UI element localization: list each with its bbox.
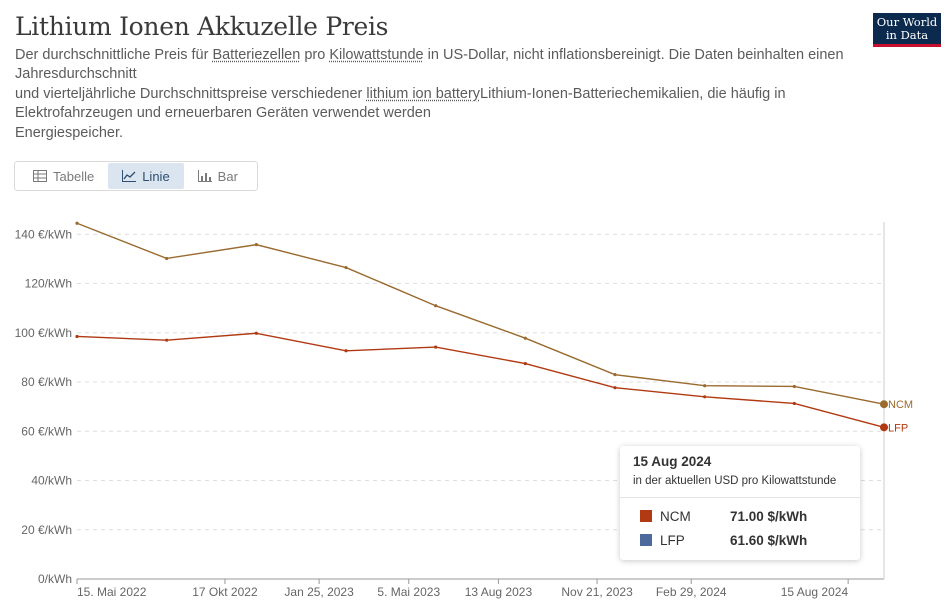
data-point-ncm[interactable] [75, 221, 79, 225]
series-end-label-lfp: LFP [888, 422, 908, 434]
y-tick-label: 40/kWh [31, 474, 72, 488]
tooltip-row-lfp: LFP 61.60 $/kWh [640, 532, 807, 548]
data-point-lfp[interactable] [792, 401, 796, 406]
tooltip-series-name: LFP [660, 532, 685, 548]
tab-line-label: Linie [142, 168, 170, 184]
x-tick-label: Feb 29, 2024 [656, 585, 727, 599]
data-point-lfp[interactable] [165, 338, 169, 342]
tab-table[interactable]: Tabelle [19, 163, 108, 189]
chart-title: Lithium Ionen Akkuzelle Preis [15, 12, 389, 41]
y-tick-label: 0/kWh [38, 572, 72, 586]
x-tick-label: 5. Mai 2023 [377, 585, 440, 599]
tooltip-row-ncm: NCM 71.00 $/kWh [640, 508, 807, 524]
y-tick-label: 140 €/kWh [15, 227, 72, 241]
subtitle-text: in US-Dollar, nicht inflationsbereinigt.… [423, 47, 844, 63]
x-tick-label: 13 Aug 2023 [465, 585, 533, 599]
x-tick-label: 15. Mai 2022 [77, 585, 147, 599]
y-tick-label: 60 €/kWh [21, 424, 72, 438]
subtitle-link-lithium-ion-battery[interactable]: lithium ion battery [366, 85, 481, 102]
subtitle-text: Elektrofahrzeugen und erneuerbaren Gerät… [15, 105, 431, 122]
tab-bar-label: Bar [217, 168, 238, 184]
data-point-ncm[interactable] [344, 265, 348, 270]
ncm-swatch [640, 510, 652, 522]
data-point-ncm[interactable] [613, 373, 617, 377]
subtitle-text: Jahresdurchschnitt [15, 66, 137, 83]
data-point-lfp[interactable] [75, 334, 79, 339]
subtitle-text: Der durchschnittliche Preis für [15, 47, 213, 63]
data-point-ncm[interactable] [523, 336, 527, 340]
logo-line-2: in Data [885, 28, 929, 42]
series-line-lfp[interactable] [76, 332, 885, 429]
y-tick-label: 20 €/kWh [21, 523, 72, 537]
logo-line-1: Our World [876, 15, 938, 29]
lfp-swatch [640, 534, 652, 546]
tooltip-series-value: 71.00 $/kWh [730, 508, 808, 524]
data-point-lfp[interactable] [254, 331, 258, 335]
data-point-lfp[interactable] [434, 345, 438, 349]
y-tick-label: 100 €/kWh [15, 326, 72, 340]
tooltip-divider [620, 497, 860, 498]
y-tick-label: 120/kWh [25, 277, 72, 291]
data-point-ncm[interactable] [165, 256, 169, 261]
bar-chart-icon [197, 170, 212, 182]
data-point-ncm[interactable] [880, 400, 888, 409]
tab-line[interactable]: Linie [108, 163, 184, 189]
data-point-lfp[interactable] [703, 395, 707, 399]
x-tick-label: 15 Aug 2024 [781, 585, 849, 599]
y-tick-label: 80 €/kWh [21, 375, 72, 389]
x-tick-label: 17 Okt 2022 [192, 585, 258, 599]
chart-subtitle: Der durchschnittliche Preis für Batterie… [15, 46, 885, 143]
tooltip-unit: in der aktuellen USD pro Kilowattstunde [633, 475, 837, 487]
line-chart-icon [122, 170, 137, 182]
tooltip-series-name: NCM [660, 508, 691, 524]
data-point-ncm[interactable] [792, 384, 796, 389]
subtitle-text: pro [300, 47, 330, 63]
tab-table-label: Tabelle [53, 168, 95, 184]
x-tick-label: Nov 21, 2023 [561, 585, 633, 599]
data-point-ncm[interactable] [254, 243, 258, 247]
subtitle-link-kilowatt-hour[interactable]: Kilowattstunde [329, 47, 424, 63]
tab-bar[interactable]: Bar [184, 163, 252, 189]
data-point-lfp[interactable] [523, 361, 527, 366]
hover-tooltip: 15 Aug 2024 in der aktuellen USD pro Kil… [620, 446, 860, 560]
tooltip-series-value: 61.60 $/kWh [730, 532, 808, 548]
subtitle-text: Lithium-Ionen-Batteriechemikalien, die h… [480, 85, 786, 102]
series-line-ncm[interactable] [76, 222, 885, 405]
subtitle-link-battery-cells[interactable]: Batteriezellen [212, 47, 301, 63]
table-icon [33, 170, 47, 182]
subtitle-text: und vierteljährliche Durchschnittspreise… [15, 85, 367, 102]
owid-logo[interactable]: Our World in Data [873, 13, 941, 47]
data-point-ncm[interactable] [434, 304, 438, 308]
data-point-ncm[interactable] [703, 384, 707, 388]
view-tabs: Tabelle Linie Bar [14, 161, 258, 191]
x-tick-label: Jan 25, 2023 [284, 585, 354, 599]
tooltip-date: 15 Aug 2024 [633, 454, 712, 469]
data-point-lfp[interactable] [880, 423, 888, 432]
series-end-label-ncm: NCM [888, 399, 913, 411]
subtitle-text: Energiespeicher. [15, 124, 124, 141]
data-point-lfp[interactable] [613, 386, 617, 390]
data-point-lfp[interactable] [344, 349, 348, 353]
